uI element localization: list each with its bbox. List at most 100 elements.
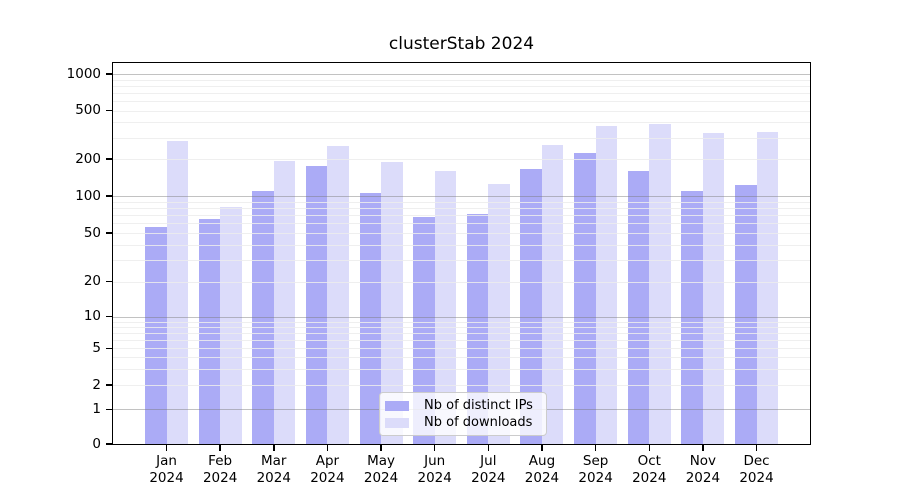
minor-gridline-700 bbox=[113, 92, 810, 94]
y-tick-label-1: 1 bbox=[92, 400, 101, 417]
bar-downloads-nov bbox=[702, 133, 725, 444]
bar-distinct-ips-apr bbox=[305, 166, 328, 444]
y-tick-20 bbox=[106, 280, 113, 283]
x-tick-mar bbox=[273, 444, 275, 451]
legend: Nb of distinct IPs Nb of downloads bbox=[379, 392, 547, 436]
bar-distinct-ips-dec bbox=[735, 184, 757, 444]
minor-gridline-80 bbox=[113, 207, 810, 209]
legend-row-downloads: Nb of downloads bbox=[385, 414, 546, 431]
x-tick-aug bbox=[541, 444, 543, 451]
minor-gridline-6 bbox=[113, 339, 810, 341]
minor-gridline-5 bbox=[113, 348, 810, 350]
bar-downloads-dec bbox=[756, 132, 779, 444]
minor-gridline-20 bbox=[113, 281, 810, 283]
bar-distinct-ips-sep bbox=[574, 152, 596, 444]
x-tick-label-jun: Jun 2024 bbox=[417, 453, 452, 486]
bar-downloads-feb bbox=[220, 206, 242, 444]
bar-distinct-ips-jan bbox=[145, 226, 167, 444]
y-tick-label-0: 0 bbox=[92, 435, 101, 452]
bar-downloads-jul bbox=[488, 183, 510, 444]
major-gridline-100 bbox=[113, 196, 810, 197]
x-tick-jan bbox=[165, 444, 168, 451]
bar-distinct-ips-oct bbox=[627, 170, 650, 444]
minor-gridline-90 bbox=[113, 201, 810, 203]
y-tick-5 bbox=[106, 347, 113, 350]
y-tick-label-50: 50 bbox=[83, 224, 101, 241]
x-tick-label-dec: Dec 2024 bbox=[739, 453, 774, 486]
bar-downloads-may bbox=[381, 162, 403, 444]
minor-gridline-2 bbox=[113, 385, 810, 386]
y-tick-label-500: 500 bbox=[75, 102, 101, 119]
x-tick-label-sep: Sep 2024 bbox=[578, 453, 613, 486]
bar-distinct-ips-jul bbox=[466, 213, 489, 444]
minor-gridline-300 bbox=[113, 137, 810, 139]
x-tick-may bbox=[380, 444, 382, 451]
y-tick-label-200: 200 bbox=[75, 150, 101, 167]
y-tick-label-20: 20 bbox=[83, 273, 101, 289]
x-tick-apr bbox=[326, 444, 329, 451]
bar-downloads-apr bbox=[327, 145, 349, 444]
x-tick-jun bbox=[433, 444, 436, 451]
x-tick-nov bbox=[702, 444, 704, 451]
minor-gridline-30 bbox=[113, 260, 810, 262]
y-tick-500 bbox=[106, 109, 113, 112]
x-tick-label-jan: Jan 2024 bbox=[149, 453, 184, 486]
x-tick-label-nov: Nov 2024 bbox=[685, 453, 721, 486]
minor-gridline-900 bbox=[113, 79, 810, 81]
y-tick-label-5: 5 bbox=[92, 339, 101, 356]
bar-distinct-ips-may bbox=[359, 193, 382, 444]
x-tick-oct bbox=[648, 444, 650, 451]
x-tick-label-aug: Aug 2024 bbox=[524, 453, 560, 486]
minor-gridline-60 bbox=[113, 223, 810, 225]
x-tick-feb bbox=[219, 444, 221, 451]
minor-gridline-7 bbox=[113, 332, 810, 334]
y-tick-200 bbox=[106, 158, 113, 160]
x-tick-dec bbox=[755, 444, 758, 451]
legend-row-distinct-ips: Nb of distinct IPs bbox=[385, 397, 546, 414]
x-tick-label-jul: Jul 2024 bbox=[471, 453, 506, 486]
y-tick-50 bbox=[106, 232, 113, 234]
minor-gridline-200 bbox=[113, 159, 810, 160]
x-tick-label-apr: Apr 2024 bbox=[310, 453, 345, 486]
bar-distinct-ips-nov bbox=[681, 191, 703, 444]
bar-downloads-oct bbox=[649, 124, 671, 444]
minor-gridline-800 bbox=[113, 85, 810, 87]
bar-downloads-mar bbox=[273, 160, 296, 444]
minor-gridline-70 bbox=[113, 215, 810, 217]
minor-gridline-40 bbox=[113, 244, 810, 246]
y-tick-100 bbox=[106, 195, 113, 197]
bar-downloads-jun bbox=[434, 170, 457, 444]
legend-swatch-downloads bbox=[385, 417, 409, 428]
major-gridline-10 bbox=[113, 316, 810, 318]
minor-gridline-4 bbox=[113, 357, 810, 359]
major-gridline-1000 bbox=[113, 74, 810, 75]
minor-gridline-9 bbox=[113, 321, 810, 323]
bar-distinct-ips-aug bbox=[520, 169, 542, 444]
y-tick-label-2: 2 bbox=[92, 376, 101, 393]
y-tick-label-10: 10 bbox=[83, 308, 101, 325]
y-tick-2 bbox=[106, 384, 113, 386]
x-tick-label-mar: Mar 2024 bbox=[256, 453, 291, 486]
x-tick-jul bbox=[487, 444, 490, 451]
bar-distinct-ips-jun bbox=[413, 216, 435, 444]
bar-distinct-ips-feb bbox=[198, 218, 221, 444]
minor-gridline-400 bbox=[113, 122, 810, 124]
minor-gridline-8 bbox=[113, 326, 810, 328]
x-tick-label-feb: Feb 2024 bbox=[202, 453, 238, 486]
minor-gridline-50 bbox=[113, 233, 810, 234]
chart-title: clusterStab 2024 bbox=[388, 34, 535, 54]
y-tick-1 bbox=[106, 408, 113, 411]
y-tick-label-100: 100 bbox=[75, 187, 101, 204]
minor-gridline-600 bbox=[113, 101, 810, 103]
x-tick-label-oct: Oct 2024 bbox=[632, 453, 667, 486]
minor-gridline-500 bbox=[113, 110, 810, 112]
bar-distinct-ips-mar bbox=[252, 190, 274, 444]
y-tick-1000 bbox=[106, 73, 113, 75]
bar-downloads-jan bbox=[166, 141, 188, 444]
minor-gridline-3 bbox=[113, 368, 810, 370]
y-tick-10 bbox=[106, 315, 113, 318]
y-tick-label-1000: 1000 bbox=[66, 65, 101, 82]
y-tick-0 bbox=[106, 443, 113, 445]
x-tick-label-may: May 2024 bbox=[363, 453, 399, 486]
